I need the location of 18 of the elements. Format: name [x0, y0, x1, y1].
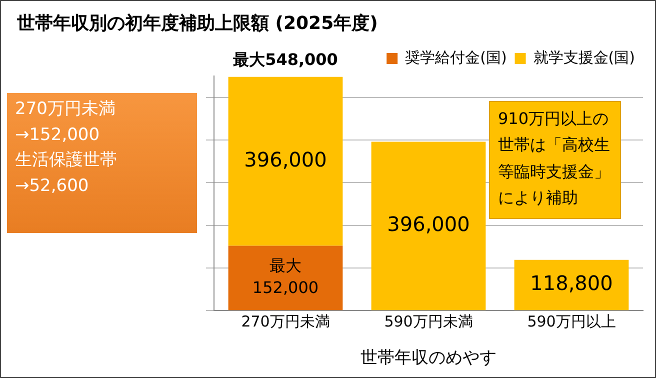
annotation: 910万円以上の世帯は「高校生等臨時支援金」により補助 [489, 101, 621, 219]
legend-label: 就学支援金(国) [533, 48, 636, 66]
legend-label: 奨学給付金(国) [405, 48, 507, 66]
data-label: 最大 152,000 [252, 256, 319, 298]
bar [514, 260, 629, 310]
x-tick-label: 270万円未満 [241, 312, 330, 330]
text: 270万円未満 →152,000 生活保護世帯 →52,600 [7, 93, 197, 233]
bar [371, 142, 486, 310]
x-tick-label: 590万円未満 [384, 312, 473, 330]
total-label: 最大548,000 [232, 50, 338, 70]
x-axis-title: 世帯年収のめやす [360, 348, 496, 368]
bar [228, 246, 343, 310]
data-label: 396,000 [244, 148, 327, 172]
data-label: 118,800 [530, 271, 613, 296]
chart-title: 世帯年収別の初年度補助上限額 (2025年度) [17, 12, 378, 35]
data-label: 396,000 [387, 212, 470, 236]
bar [228, 76, 343, 246]
x-tick-label: 590万円以上 [527, 312, 616, 330]
